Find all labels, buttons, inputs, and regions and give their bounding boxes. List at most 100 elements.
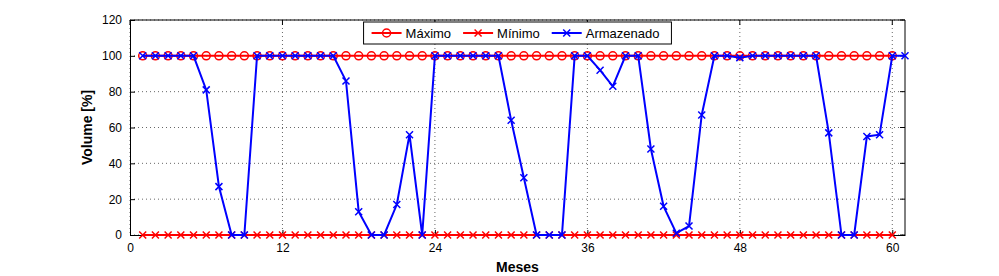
tick: 60 (109, 121, 135, 135)
data-point (495, 52, 502, 59)
data-point (889, 52, 896, 59)
data-point (647, 52, 655, 60)
legend-box (364, 22, 672, 44)
tick-mark (130, 56, 135, 57)
data-point (889, 232, 896, 239)
data-point (520, 52, 528, 60)
data-point (139, 232, 146, 239)
data-point (279, 52, 286, 59)
data-point (393, 201, 400, 208)
data-point (813, 52, 820, 59)
data-point (609, 83, 616, 90)
legend-marker (475, 30, 482, 37)
data-point (837, 52, 845, 60)
x-axis: 01224364860 (127, 230, 905, 255)
grid-line-y (130, 163, 905, 164)
grid-line-y (130, 20, 905, 21)
y-axis-title: Volume [%] (79, 90, 95, 165)
tick-label: 120 (102, 13, 122, 27)
tick-mark (130, 163, 135, 164)
data-point (622, 52, 629, 59)
tick: 20 (109, 193, 135, 207)
data-point (597, 67, 604, 74)
data-point (876, 52, 884, 60)
tick-label: 20 (109, 193, 123, 207)
data-point (787, 52, 794, 59)
data-point (736, 232, 743, 239)
data-point (800, 232, 807, 239)
y-axis: 020406080100120 (102, 13, 135, 242)
legend-label: Mínimo (497, 26, 540, 41)
data-point (698, 111, 705, 118)
tick-label: 24 (429, 241, 443, 255)
chart: 01224364860020406080100120MesesVolume [%… (0, 0, 999, 276)
data-point (850, 52, 858, 60)
tick: 24 (429, 230, 443, 255)
tick-mark (900, 20, 905, 21)
data-point (698, 52, 706, 60)
data-point (241, 232, 248, 239)
data-point (546, 232, 553, 239)
tick-mark (900, 199, 905, 200)
data-point (254, 232, 261, 239)
data-point (724, 52, 731, 59)
tick-label: 36 (581, 241, 595, 255)
data-point (152, 52, 159, 59)
data-point (876, 232, 883, 239)
data-point (660, 203, 667, 210)
data-point (292, 52, 299, 59)
tick-mark (130, 128, 135, 129)
data-point (774, 52, 781, 59)
data-point (470, 232, 477, 239)
data-point (520, 232, 527, 239)
data-point (304, 232, 311, 239)
tick-label: 80 (109, 85, 123, 99)
data-point (367, 52, 375, 60)
data-point (800, 52, 807, 59)
data-point (215, 183, 222, 190)
data-point (254, 52, 261, 59)
legend-entry: Máximo (372, 26, 452, 41)
data-point (876, 131, 883, 138)
tick-label: 48 (734, 241, 748, 255)
plot-background (130, 20, 905, 235)
data-point (279, 232, 286, 239)
tick-label: 60 (109, 121, 123, 135)
data-point (787, 232, 794, 239)
data-point (139, 52, 146, 59)
data-point (482, 232, 489, 239)
data-point (635, 232, 642, 239)
data-point (647, 232, 654, 239)
data-point (736, 54, 743, 61)
data-point (330, 232, 337, 239)
data-point (355, 208, 362, 215)
grid-line-y (130, 91, 905, 92)
data-point (711, 52, 718, 59)
data-point (571, 232, 578, 239)
data-point (495, 232, 502, 239)
data-point (190, 52, 197, 59)
data-point (584, 232, 591, 239)
data-point (673, 230, 680, 237)
data-point (317, 232, 324, 239)
data-point (393, 232, 400, 239)
tick-mark (900, 91, 905, 92)
legend: MáximoMínimoArmazenado (364, 22, 672, 44)
tick-label: 12 (276, 241, 290, 255)
data-point (380, 52, 388, 60)
data-point (863, 232, 870, 239)
tick: 100 (102, 49, 135, 63)
data-point (457, 52, 464, 59)
data-point (368, 232, 375, 239)
data-point (647, 146, 654, 153)
data-point (851, 232, 858, 239)
tick-label: 100 (102, 49, 122, 63)
tick-mark (130, 199, 135, 200)
data-point (520, 174, 527, 181)
data-point (558, 52, 566, 60)
grid (130, 20, 905, 235)
tick: 120 (102, 13, 135, 27)
data-point (825, 129, 832, 136)
data-point (215, 232, 222, 239)
data-point (596, 52, 604, 60)
